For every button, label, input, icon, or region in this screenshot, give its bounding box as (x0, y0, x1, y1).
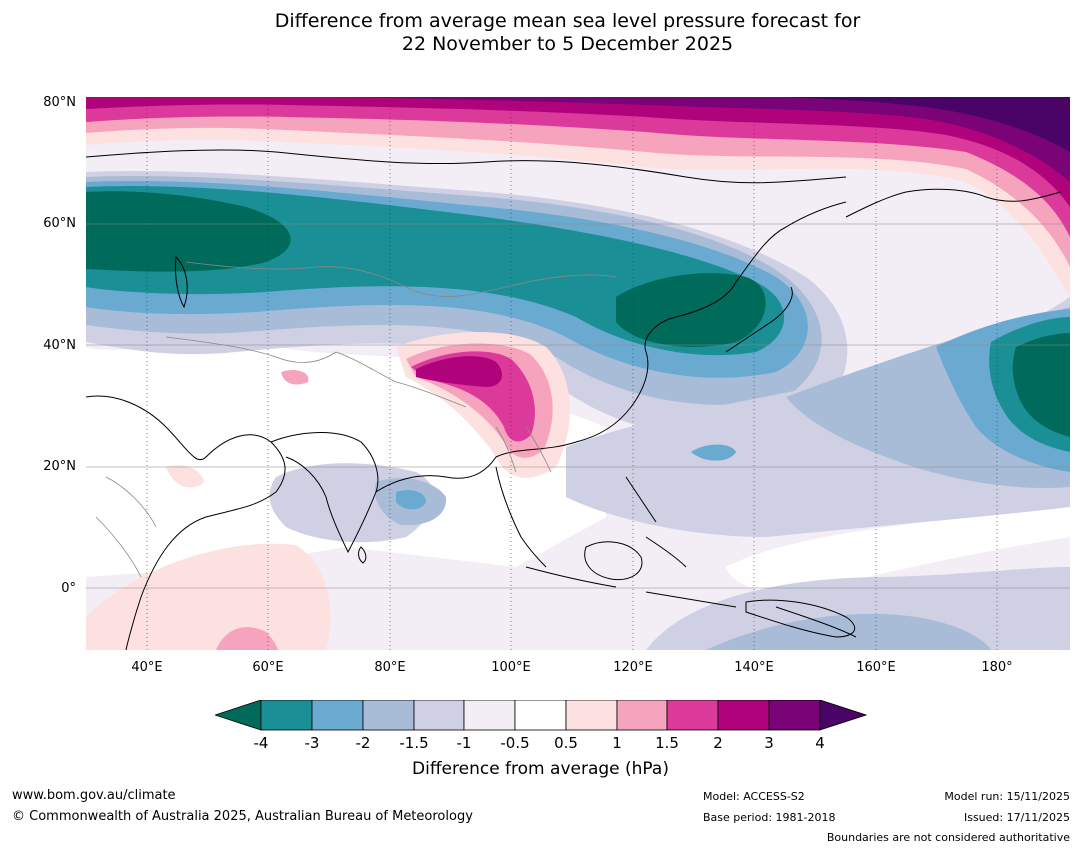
lon-label-100e: 100°E (491, 660, 531, 675)
colorbar-bin-1 (260, 700, 313, 731)
colorbar-tick-minus-1-5: -1.5 (399, 734, 429, 752)
colorbar-tick-4: 4 (815, 734, 825, 752)
pressure-field-white-pacific (726, 502, 1070, 592)
footer-website-link[interactable]: www.bom.gov.au/climate (12, 788, 176, 803)
colorbar-tick-minus-4: -4 (253, 734, 269, 752)
lon-label-180: 180° (981, 660, 1013, 675)
colorbar-tick-1: 1 (612, 734, 622, 752)
footer-model-run: Model run: 15/11/2025 (944, 790, 1070, 803)
border-middle-east (165, 336, 337, 363)
coastline-india (270, 432, 379, 554)
colorbar (215, 700, 867, 731)
pressure-anomaly-map (86, 97, 1070, 650)
coastline-philippines (625, 476, 687, 568)
colorbar-bin-4 (413, 700, 465, 731)
graticule (146, 97, 998, 650)
footer-model: Model: ACCESS-S2 (703, 790, 805, 803)
map-title: Difference from average mean sea level p… (0, 10, 1081, 56)
lon-label-40e: 40°E (131, 660, 163, 675)
colorbar-tick-minus-0-5: -0.5 (500, 734, 530, 752)
border-himalaya (335, 351, 467, 408)
colorbar-tick-minus-2: -2 (355, 734, 371, 752)
colorbar-tick-minus-1: -1 (456, 734, 472, 752)
pressure-field-pink-indian-ocean (216, 627, 278, 650)
footer-base-period: Base period: 1981-2018 (703, 811, 836, 824)
border-east-africa (95, 476, 157, 578)
colorbar-tick-2: 2 (713, 734, 723, 752)
pressure-field-blue-grey-south (706, 613, 991, 650)
title-line-1: Difference from average mean sea level p… (274, 10, 861, 32)
coastline-africa-arabia (86, 395, 286, 650)
colorbar-bin-9 (666, 700, 719, 731)
coastline-malay-peninsula (495, 466, 547, 568)
footer-issued: Issued: 17/11/2025 (963, 811, 1070, 824)
pressure-field-blue-south-china-sea (691, 444, 736, 461)
lat-label-20n: 20°N (43, 459, 76, 474)
colorbar-extend-min (215, 700, 262, 731)
colorbar-bin-10 (717, 700, 770, 731)
colorbar-tick-1-5: 1.5 (655, 734, 679, 752)
lat-label-0: 0° (61, 581, 76, 596)
colorbar-title: Difference from average (hPa) (412, 759, 669, 779)
coastline-new-guinea (745, 599, 856, 638)
coastline-east-asia (675, 201, 847, 318)
colorbar-tick-3: 3 (764, 734, 774, 752)
pressure-field-deep-purple-arctic (786, 97, 1070, 152)
country-borders (95, 261, 617, 578)
lon-label-120e: 120°E (613, 660, 653, 675)
colorbar-extend-max (819, 700, 867, 731)
lat-label-60n: 60°N (43, 216, 76, 231)
border-indochina (495, 426, 552, 473)
coastline-sri-lanka (358, 546, 367, 564)
colorbar-bin-8 (616, 700, 668, 731)
coastlines (86, 149, 1062, 650)
pressure-field-small-pink-west (281, 370, 309, 385)
lat-label-80n: 80°N (43, 95, 76, 110)
colorbar-bin-11 (768, 700, 821, 731)
pressure-field-light-pink-indian-ocean (86, 543, 331, 650)
lon-label-60e: 60°E (252, 660, 284, 675)
colorbar-bin-7 (565, 700, 618, 731)
pressure-field-light-pink-arabia (166, 465, 204, 488)
footer-copyright: © Commonwealth of Australia 2025, Austra… (12, 809, 473, 824)
pressure-field-dark-magenta-arctic (86, 97, 1070, 207)
pressure-field-dark-teal-europe (86, 191, 291, 272)
parallels (86, 223, 1070, 589)
colorbar-tick-minus-3: -3 (304, 734, 320, 752)
lat-label-40n: 40°N (43, 338, 76, 353)
coastline-kamchatka (845, 188, 1062, 218)
colorbar-bin-5 (463, 700, 516, 731)
footer-disclaimer: Boundaries are not considered authoritat… (826, 831, 1070, 844)
pressure-field-light-blue-bay-of-bengal (396, 490, 426, 510)
colorbar-bin-3 (362, 700, 415, 731)
title-line-2: 22 November to 5 December 2025 (401, 33, 734, 55)
coastline-japan (725, 286, 793, 353)
pressure-field-dark-teal-nw-pacific (1012, 333, 1070, 437)
lon-label-140e: 140°E (734, 660, 774, 675)
pressure-field-dark-magenta-tibet (416, 356, 502, 387)
coastline-borneo (584, 541, 643, 581)
coastline-caspian (175, 255, 188, 309)
colorbar-tick-0-5: 0.5 (554, 734, 578, 752)
coastline-indonesia (525, 566, 857, 638)
colorbar-bin-6 (514, 700, 567, 731)
lon-label-160e: 160°E (856, 660, 896, 675)
coastline-arctic (86, 149, 847, 184)
pressure-field-magenta-arctic (86, 97, 1070, 237)
coastline-southeast-asia (375, 316, 677, 493)
colorbar-bin-2 (311, 700, 364, 731)
border-central-asia (185, 261, 617, 297)
lon-label-80e: 80°E (374, 660, 406, 675)
